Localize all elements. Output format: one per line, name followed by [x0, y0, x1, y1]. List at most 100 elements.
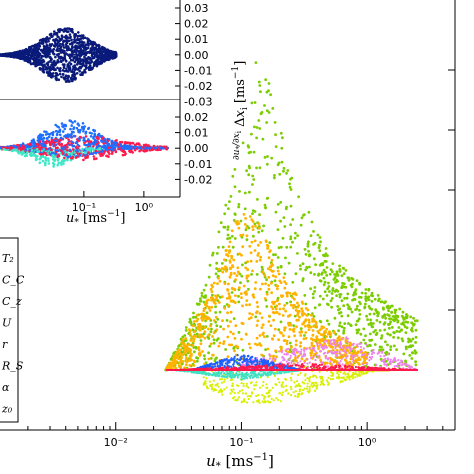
main-point [261, 333, 265, 336]
main-point [350, 276, 353, 280]
main-point [245, 234, 249, 238]
main-point [220, 262, 224, 265]
main-point [225, 357, 228, 361]
main-point [375, 331, 379, 335]
main-point [344, 338, 348, 342]
main-point [358, 295, 361, 299]
main-point [297, 195, 300, 199]
inset-top-point [65, 41, 69, 44]
inset-top-point [48, 47, 52, 51]
main-point [323, 280, 327, 284]
main-point [237, 226, 241, 230]
main-point [285, 301, 289, 305]
inset-top-point [95, 54, 98, 57]
inset-top-point [78, 44, 81, 48]
main-point [209, 324, 212, 328]
main-point [283, 326, 287, 330]
inset-top-point [29, 56, 33, 59]
main-point [255, 126, 259, 129]
main-point [402, 352, 406, 356]
main-point [298, 315, 301, 319]
main-point [299, 360, 302, 363]
main-point [274, 364, 277, 367]
inset-top-point [24, 59, 28, 62]
main-point [331, 348, 335, 352]
main-point [264, 373, 267, 376]
main-point [276, 269, 280, 273]
main-point [316, 233, 320, 237]
main-point [196, 356, 200, 360]
main-point [352, 347, 355, 350]
main-point [286, 291, 290, 295]
main-point [238, 286, 241, 290]
main-point [280, 361, 283, 364]
main-point [289, 303, 293, 307]
inset-top-point [63, 49, 66, 53]
main-point [284, 309, 288, 313]
main-point [218, 301, 221, 304]
main-point [214, 294, 218, 298]
inset-top-point [72, 65, 75, 68]
main-point [289, 237, 293, 241]
main-point [336, 341, 339, 344]
main-point [255, 394, 258, 398]
main-point [270, 291, 273, 295]
main-point [242, 284, 246, 288]
main-point [354, 323, 358, 327]
main-point [328, 356, 332, 360]
main-point [212, 372, 215, 375]
main-point [314, 263, 317, 267]
main-point [274, 275, 278, 279]
main-point [289, 376, 292, 380]
main-point [258, 258, 262, 262]
main-point [225, 297, 229, 300]
main-point [208, 263, 212, 267]
main-point [298, 367, 301, 370]
main-point [252, 150, 256, 154]
inset-top-point [94, 62, 98, 65]
main-point [312, 375, 315, 378]
main-point [315, 381, 318, 384]
inset-top-point [106, 56, 110, 59]
main-point [392, 344, 396, 348]
main-point [340, 325, 344, 329]
main-point [238, 252, 241, 256]
inset-top-point [60, 51, 63, 54]
main-point [232, 397, 235, 400]
main-point [414, 335, 418, 339]
inset-top-point [36, 42, 40, 46]
main-point [364, 292, 367, 295]
main-point [352, 293, 355, 297]
main-point [305, 266, 309, 270]
inset-top-point [69, 58, 73, 62]
inset-top-point [56, 47, 59, 50]
main-point [211, 335, 214, 338]
inset-top-point [62, 46, 66, 49]
main-point [229, 359, 232, 362]
main-point [382, 367, 385, 370]
main-point [254, 366, 257, 369]
main-point [291, 328, 295, 332]
main-point [209, 330, 213, 333]
main-point [412, 316, 415, 320]
main-point [272, 399, 275, 402]
main-point [339, 360, 342, 363]
main-point [318, 341, 322, 344]
main-point [318, 363, 321, 367]
inset-top-point [79, 52, 83, 56]
main-point [318, 370, 321, 373]
main-point [324, 330, 327, 334]
main-point [289, 245, 293, 249]
main-point [353, 354, 356, 357]
main-point [356, 331, 360, 334]
main-point [222, 342, 225, 345]
main-point [258, 360, 261, 363]
main-point [244, 375, 247, 378]
main-point [292, 324, 296, 327]
main-point [201, 315, 204, 318]
main-point [233, 391, 236, 395]
main-point [286, 363, 289, 366]
main-point [363, 372, 366, 375]
main-point [319, 343, 322, 346]
inset-top-point [76, 68, 80, 71]
